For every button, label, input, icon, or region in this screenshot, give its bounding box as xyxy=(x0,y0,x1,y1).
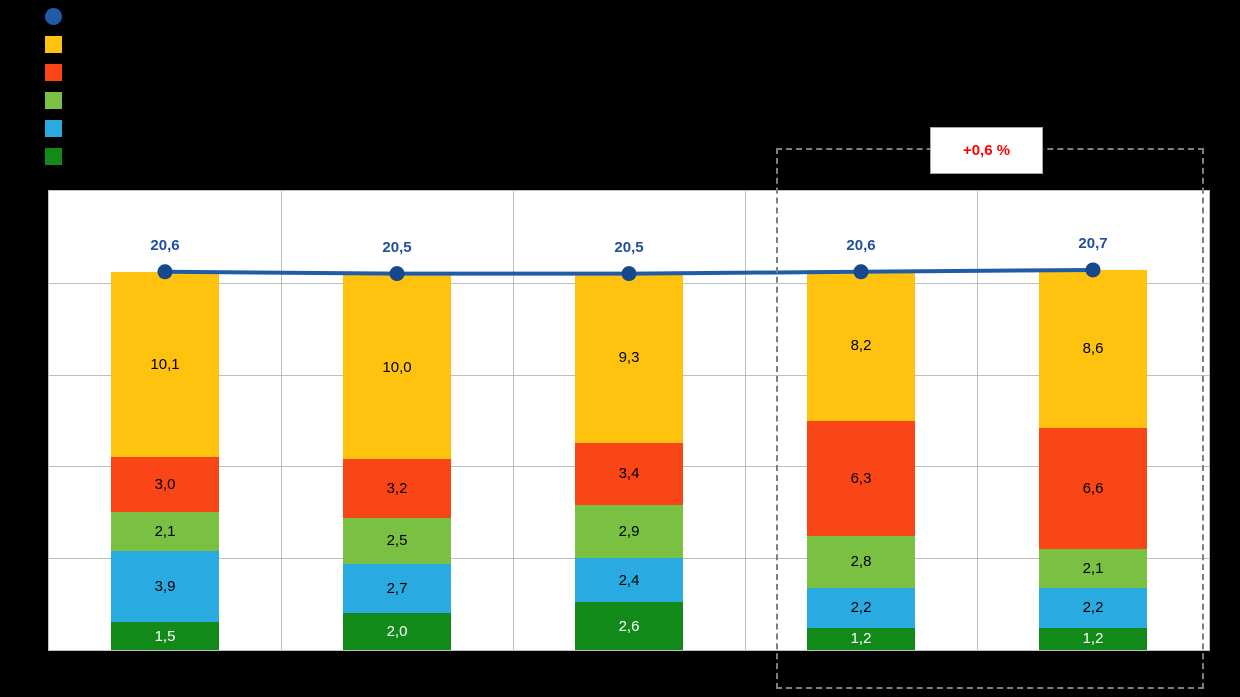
bar-segment-yellow: 10,1 xyxy=(111,271,219,458)
gridline-v xyxy=(281,191,282,650)
bar-segment-value: 8,2 xyxy=(850,336,872,354)
total-value-label: 20,7 xyxy=(1078,234,1108,252)
bar-segment-value: 3,4 xyxy=(618,465,640,483)
bar-segment-dark-green: 2,6 xyxy=(575,602,683,650)
total-line-layer xyxy=(157,262,1101,282)
bar-segment-cyan: 2,7 xyxy=(343,563,451,614)
bar-segment-yellow: 8,6 xyxy=(1039,269,1147,428)
bar-segment-value: 10,0 xyxy=(382,358,412,376)
bar-segment-orange: 6,6 xyxy=(1039,427,1147,550)
bar-segment-dark-green: 1,2 xyxy=(1039,627,1147,650)
bar-segment-value: 3,9 xyxy=(154,578,176,596)
legend-swatch-dark-green xyxy=(45,148,62,165)
bar-segment-orange: 3,4 xyxy=(575,442,683,505)
bar-segment-orange: 3,0 xyxy=(111,457,219,513)
bar-segment-value: 1,5 xyxy=(154,627,176,645)
bar-segment-value: 2,9 xyxy=(618,523,640,541)
bar-segment-value: 1,2 xyxy=(1082,630,1104,648)
bar-segment-orange: 3,2 xyxy=(343,459,451,518)
total-value-label: 20,6 xyxy=(150,236,180,254)
total-line-marker xyxy=(621,266,637,282)
total-value-label: 20,6 xyxy=(846,236,876,254)
bar-segment-value: 2,4 xyxy=(618,571,640,589)
bar-segment-value: 2,7 xyxy=(386,580,408,597)
bar-segment-cyan: 3,9 xyxy=(111,550,219,623)
bar-segment-dark-green: 1,5 xyxy=(111,622,219,650)
total-value-label: 20,5 xyxy=(614,238,644,256)
bar-segment-dark-green: 1,2 xyxy=(807,627,915,650)
annotation-box: +0,6 % xyxy=(930,127,1043,174)
bar-segment-value: 8,6 xyxy=(1082,340,1104,358)
gridline-v xyxy=(745,191,746,650)
total-line-marker xyxy=(853,264,869,280)
bar-segment-value: 6,6 xyxy=(1082,479,1104,497)
bar-segment-light-green: 2,1 xyxy=(1039,549,1147,588)
bar-segment-light-green: 2,8 xyxy=(807,536,915,588)
bar-segment-yellow: 10,0 xyxy=(343,275,451,460)
bar-segment-value: 6,3 xyxy=(850,469,872,487)
bar-segment-value: 2,5 xyxy=(386,532,408,550)
gridline-v xyxy=(977,191,978,650)
total-labels-layer: 20,6 20,5 20,5 20,6 20,7 xyxy=(49,191,1209,650)
bar-segment-value: 9,3 xyxy=(618,348,640,366)
bar-segment-value: 2,2 xyxy=(1082,599,1104,617)
legend-swatch-light-green xyxy=(45,92,62,109)
legend-swatch-orange xyxy=(45,64,62,81)
total-line-marker xyxy=(389,266,405,282)
bar-segment-value: 2,2 xyxy=(850,599,872,617)
bar-segment-yellow: 9,3 xyxy=(575,271,683,443)
bar-segment-value: 2,0 xyxy=(386,623,408,641)
bar-segment-value: 3,0 xyxy=(154,476,176,494)
bar-segment-value: 2,6 xyxy=(618,617,640,635)
total-value-label: 20,5 xyxy=(382,238,412,256)
bar-segment-yellow: 8,2 xyxy=(807,269,915,421)
bar-segment-value: 10,1 xyxy=(150,356,180,374)
bar-segment-light-green: 2,1 xyxy=(111,512,219,551)
total-line-marker xyxy=(157,264,173,280)
legend-swatch-total-line xyxy=(45,8,62,25)
legend-swatch-yellow xyxy=(45,36,62,53)
bars-layer: 1,5 3,9 2,1 3,0 10,1 2,0 2,7 2,5 3,2 10,0 2,6 2,4 2,… xyxy=(49,191,1209,650)
total-line-marker xyxy=(1085,262,1101,278)
bar-segment-cyan: 2,2 xyxy=(1039,587,1147,628)
bar-segment-cyan: 2,2 xyxy=(807,587,915,628)
bar-segment-value: 1,2 xyxy=(850,630,872,648)
bar-segment-value: 2,1 xyxy=(1082,559,1104,577)
gridline-v xyxy=(513,191,514,650)
bar-segment-value: 2,8 xyxy=(850,553,872,571)
highlight-box xyxy=(776,148,1204,689)
legend-swatch-cyan xyxy=(45,120,62,137)
bar-segment-orange: 6,3 xyxy=(807,420,915,537)
bar-segment-dark-green: 2,0 xyxy=(343,613,451,650)
bar-segment-cyan: 2,4 xyxy=(575,558,683,603)
annotation-label: +0,6 % xyxy=(962,142,1011,159)
bar-segment-light-green: 2,9 xyxy=(575,504,683,559)
plot-area: 1,5 3,9 2,1 3,0 10,1 2,0 2,7 2,5 3,2 10,0 2,6 2,4 2,… xyxy=(48,190,1210,651)
bar-segment-value: 2,1 xyxy=(154,523,176,541)
bar-segment-light-green: 2,5 xyxy=(343,517,451,564)
bar-segment-value: 3,2 xyxy=(386,479,408,497)
